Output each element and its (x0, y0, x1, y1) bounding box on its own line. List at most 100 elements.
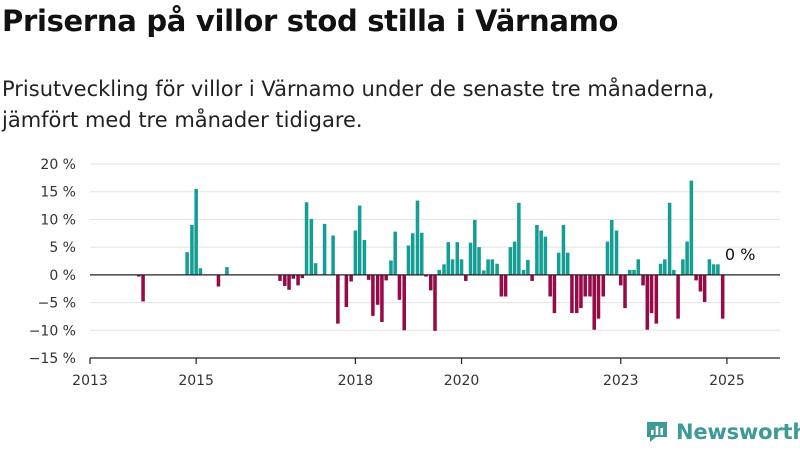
bar (698, 274, 703, 292)
bar (702, 274, 707, 303)
bar (331, 235, 335, 275)
x-tick-label: 2025 (709, 373, 745, 389)
bar (291, 274, 296, 279)
y-tick-label: −15 % (29, 351, 76, 367)
newsworthy-logo-icon (647, 422, 667, 442)
x-tick-label: 2023 (603, 373, 639, 389)
newsworthy-logo: Newsworthy (644, 419, 800, 445)
bar (366, 274, 371, 280)
y-tick-label: 10 % (40, 212, 76, 228)
bar (296, 274, 300, 286)
bar (628, 269, 632, 275)
bar (402, 274, 406, 331)
bar (619, 274, 623, 286)
y-tick-label: −5 % (38, 296, 76, 312)
bar (455, 242, 460, 275)
bar (609, 219, 614, 275)
bar (539, 230, 543, 275)
bar (304, 202, 309, 275)
bar (623, 274, 627, 309)
bar (375, 274, 380, 305)
bar (410, 233, 415, 275)
bar (548, 274, 552, 297)
bar (512, 241, 517, 275)
annotations: 0 % (725, 245, 755, 264)
bar (393, 231, 397, 275)
bar (495, 263, 499, 275)
bar (601, 274, 606, 297)
latest-value-label: 0 % (725, 245, 755, 264)
bar (672, 269, 676, 275)
bar (490, 259, 495, 275)
grid-lines (90, 163, 780, 331)
bar (459, 259, 464, 275)
bar (654, 274, 659, 324)
bar (574, 274, 579, 314)
bar (636, 259, 641, 275)
y-tick-label: 5 % (49, 240, 76, 256)
bar (357, 205, 362, 275)
bar (530, 274, 534, 281)
bar (596, 274, 601, 319)
bar (216, 274, 221, 287)
x-tick-label: 2018 (338, 373, 374, 389)
bar (322, 223, 327, 275)
bar (406, 245, 411, 275)
y-tick-label: 20 % (40, 157, 76, 173)
bar (592, 274, 596, 330)
bar (707, 259, 712, 275)
bar (309, 218, 314, 275)
y-tick-label: −10 % (29, 323, 76, 339)
bar (190, 224, 194, 275)
bar (579, 274, 583, 309)
y-tick-label: 15 % (40, 185, 76, 201)
x-axis-ticks: 2013 2015 2018 2020 2023 2025 (72, 358, 745, 389)
bar (720, 274, 725, 319)
bar (583, 274, 587, 297)
bar (552, 274, 557, 314)
bar (649, 274, 654, 314)
bar (278, 274, 282, 281)
bar (468, 242, 473, 275)
bar (225, 267, 229, 275)
bar (716, 264, 720, 275)
bar (344, 274, 349, 308)
bar (526, 259, 530, 275)
bar (283, 274, 287, 286)
bar (685, 241, 689, 275)
bar (676, 274, 680, 319)
bar (419, 232, 424, 275)
bar (336, 274, 340, 324)
bar (384, 274, 388, 281)
bar (362, 239, 367, 275)
bar (424, 274, 428, 277)
bar (667, 202, 672, 275)
bar (437, 269, 442, 275)
bar (658, 263, 663, 275)
bar (397, 274, 402, 300)
bar (632, 269, 636, 275)
x-tick-label: 2015 (178, 373, 214, 389)
bars (137, 180, 725, 331)
bar (645, 274, 650, 330)
bar (605, 241, 610, 275)
y-axis-ticks: −15 % −10 % −5 % 0 % 5 % 10 % 15 % 20 % (29, 157, 76, 367)
bar (415, 200, 420, 275)
bar (198, 268, 203, 275)
bar (499, 274, 504, 297)
x-tick-label: 2013 (72, 373, 108, 389)
bar (681, 259, 685, 275)
bar (561, 224, 566, 275)
bar (588, 274, 592, 297)
chart-title: Priserna på villor stod stilla i Värnamo (2, 4, 619, 38)
bar (614, 230, 619, 275)
bar (565, 252, 570, 275)
bar (477, 247, 481, 275)
bar (711, 264, 716, 275)
bar (185, 252, 189, 275)
bar (556, 252, 561, 275)
bar (503, 274, 508, 297)
bar (141, 274, 145, 302)
bar (371, 274, 375, 316)
